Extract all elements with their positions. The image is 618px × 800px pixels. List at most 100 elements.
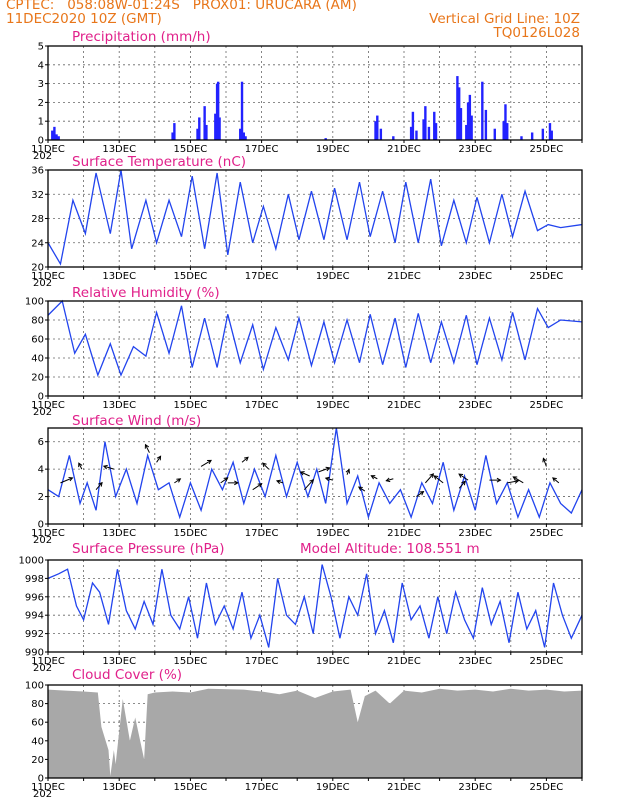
x-tick-label: 11DEC: [31, 528, 65, 539]
x-tick-label: 15DEC: [174, 400, 208, 411]
precip-bar: [459, 108, 463, 140]
panel-frame: [47, 45, 583, 141]
precip-bar: [376, 115, 379, 140]
series-line: [47, 299, 583, 378]
x-tick-label: 19DEC: [316, 656, 350, 667]
wind-arrow-head: [345, 468, 351, 474]
wind-arrow-head: [257, 483, 263, 488]
precip-bar: [198, 117, 201, 140]
wind-arrow: [512, 476, 524, 484]
precip-bar: [504, 104, 507, 140]
header-model-id: TQ0126L028: [493, 25, 580, 41]
wind-arrow-head: [514, 479, 520, 484]
wind-arrow-shaft: [386, 478, 394, 482]
precip-bar: [470, 115, 473, 140]
x-tick-label: 23DEC: [458, 528, 492, 539]
precip-bar: [244, 136, 247, 140]
wind-arrow: [324, 476, 333, 482]
precip-bar: [51, 130, 54, 140]
wind-arrow: [252, 483, 263, 491]
y-tick-label: 0: [38, 136, 44, 147]
precip-bar: [324, 138, 327, 140]
wind-arrow-shaft: [458, 481, 466, 489]
precip-bar: [57, 136, 60, 140]
wind-arrow-shaft: [276, 480, 284, 484]
precip-bar: [484, 109, 488, 140]
wind-arrow: [299, 471, 310, 477]
wind-arrow-shaft: [303, 479, 314, 491]
wind-arrow-head: [68, 476, 74, 482]
wind-arrow-head: [176, 478, 182, 483]
x-tick-label: 11DEC: [31, 400, 65, 411]
x-tick-label: 23DEC: [458, 400, 492, 411]
x-tick-label: 17DEC: [245, 656, 279, 667]
wind-arrow: [303, 478, 315, 491]
y-tick-label: 20: [31, 263, 44, 274]
wind-arrow-head: [542, 457, 547, 463]
y-tick-label: 6: [38, 437, 44, 448]
precip-bar: [466, 102, 470, 140]
wind-arrow: [489, 477, 502, 483]
x-tick-label: 15DEC: [174, 528, 208, 539]
x-tick-label: 25DEC: [530, 271, 564, 282]
x-tick-year-fragment: 202: [33, 535, 52, 546]
x-tick-label: 13DEC: [102, 656, 136, 667]
wind-arrow-shaft: [318, 467, 330, 473]
wind-arrow-shaft: [358, 486, 366, 492]
precip-bar: [240, 81, 244, 140]
wind-arrow: [458, 473, 469, 481]
precip-bar: [502, 121, 505, 140]
x-tick-label: 19DEC: [316, 782, 350, 793]
precip-bar: [506, 123, 509, 140]
y-tick-label: 80: [31, 316, 44, 327]
wind-arrow-head: [144, 443, 150, 449]
precip-bar: [55, 134, 58, 140]
precip-bar: [541, 128, 545, 140]
y-tick-label: 20: [31, 755, 44, 766]
wind-arrow: [542, 457, 547, 467]
wind-arrow: [370, 475, 378, 480]
x-tick-label: 21DEC: [387, 656, 421, 667]
wind-arrow: [433, 475, 444, 484]
x-tick-label: 17DEC: [245, 144, 279, 155]
y-tick-label: 0: [38, 774, 44, 785]
y-tick-label: 4: [38, 60, 44, 71]
y-tick-label: 36: [31, 166, 44, 177]
x-tick-label: 23DEC: [458, 656, 492, 667]
y-tick-label: 0: [38, 392, 44, 403]
wind-arrow: [60, 476, 74, 484]
x-tick-label: 13DEC: [102, 400, 136, 411]
precip-bar: [550, 130, 553, 140]
precip-bar: [411, 111, 415, 140]
precip-bar: [392, 136, 395, 140]
wind-arrow: [174, 478, 182, 484]
y-tick-label: 60: [31, 718, 44, 729]
y-tick-label: 100: [25, 681, 44, 692]
x-tick-label: 19DEC: [316, 528, 350, 539]
wind-arrow-head: [223, 477, 229, 482]
wind-arrow-head: [78, 462, 83, 468]
precip-bar: [205, 124, 208, 140]
precip-bar: [214, 113, 217, 140]
wind-arrow-head: [433, 475, 439, 480]
panel-subtitle: Model Altitude: 108.551 m: [300, 541, 480, 557]
wind-arrow-shaft: [241, 456, 249, 463]
wind-arrow-shaft: [220, 477, 228, 484]
x-tick-label: 11DEC: [31, 656, 65, 667]
x-tick-label: 25DEC: [530, 782, 564, 793]
y-tick-label: 992: [25, 629, 44, 640]
panel-0: [45, 45, 583, 143]
panel-title: Precipitation (mm/h): [72, 29, 211, 45]
x-tick-label: 21DEC: [387, 144, 421, 155]
precip-bar: [374, 121, 377, 140]
y-tick-label: 0: [38, 520, 44, 531]
precip-bar: [427, 126, 431, 140]
wind-arrow-shaft: [103, 465, 115, 470]
panel-title: Cloud Cover (%): [72, 667, 182, 683]
wind-arrow-shaft: [542, 458, 547, 467]
wind-arrow-head: [156, 455, 162, 461]
wind-arrow: [78, 462, 83, 470]
precip-bar: [415, 130, 418, 140]
precip-bar: [203, 106, 206, 140]
